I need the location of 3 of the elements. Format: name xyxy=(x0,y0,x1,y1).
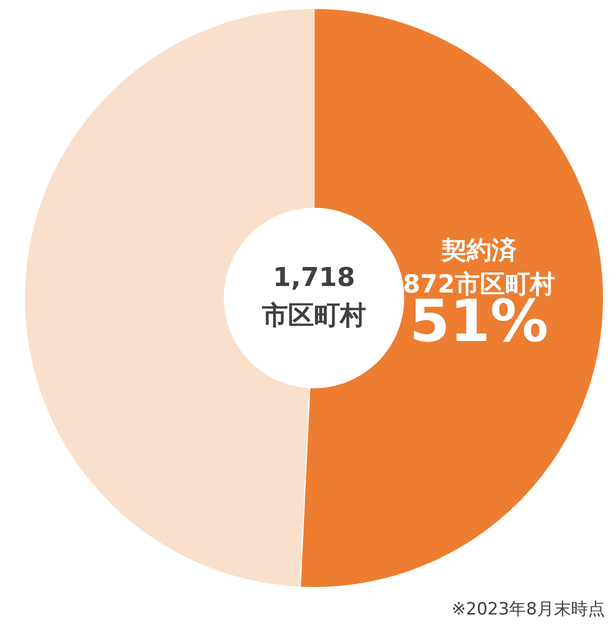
slice-label: 契約済 xyxy=(440,235,516,264)
text: ※2023年8月末時点 xyxy=(452,599,605,620)
text: 1,718 市区町村 xyxy=(261,262,366,331)
